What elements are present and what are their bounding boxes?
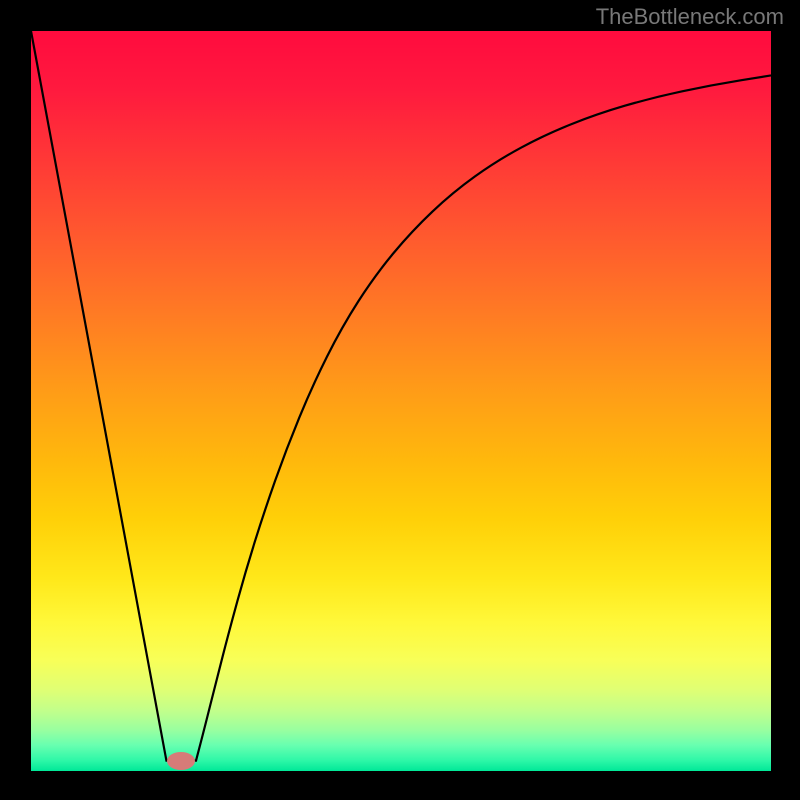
chart-container: TheBottleneck.com	[0, 0, 800, 800]
plot-area	[31, 31, 771, 771]
watermark-label: TheBottleneck.com	[596, 4, 784, 30]
bottleneck-curve	[31, 31, 771, 771]
